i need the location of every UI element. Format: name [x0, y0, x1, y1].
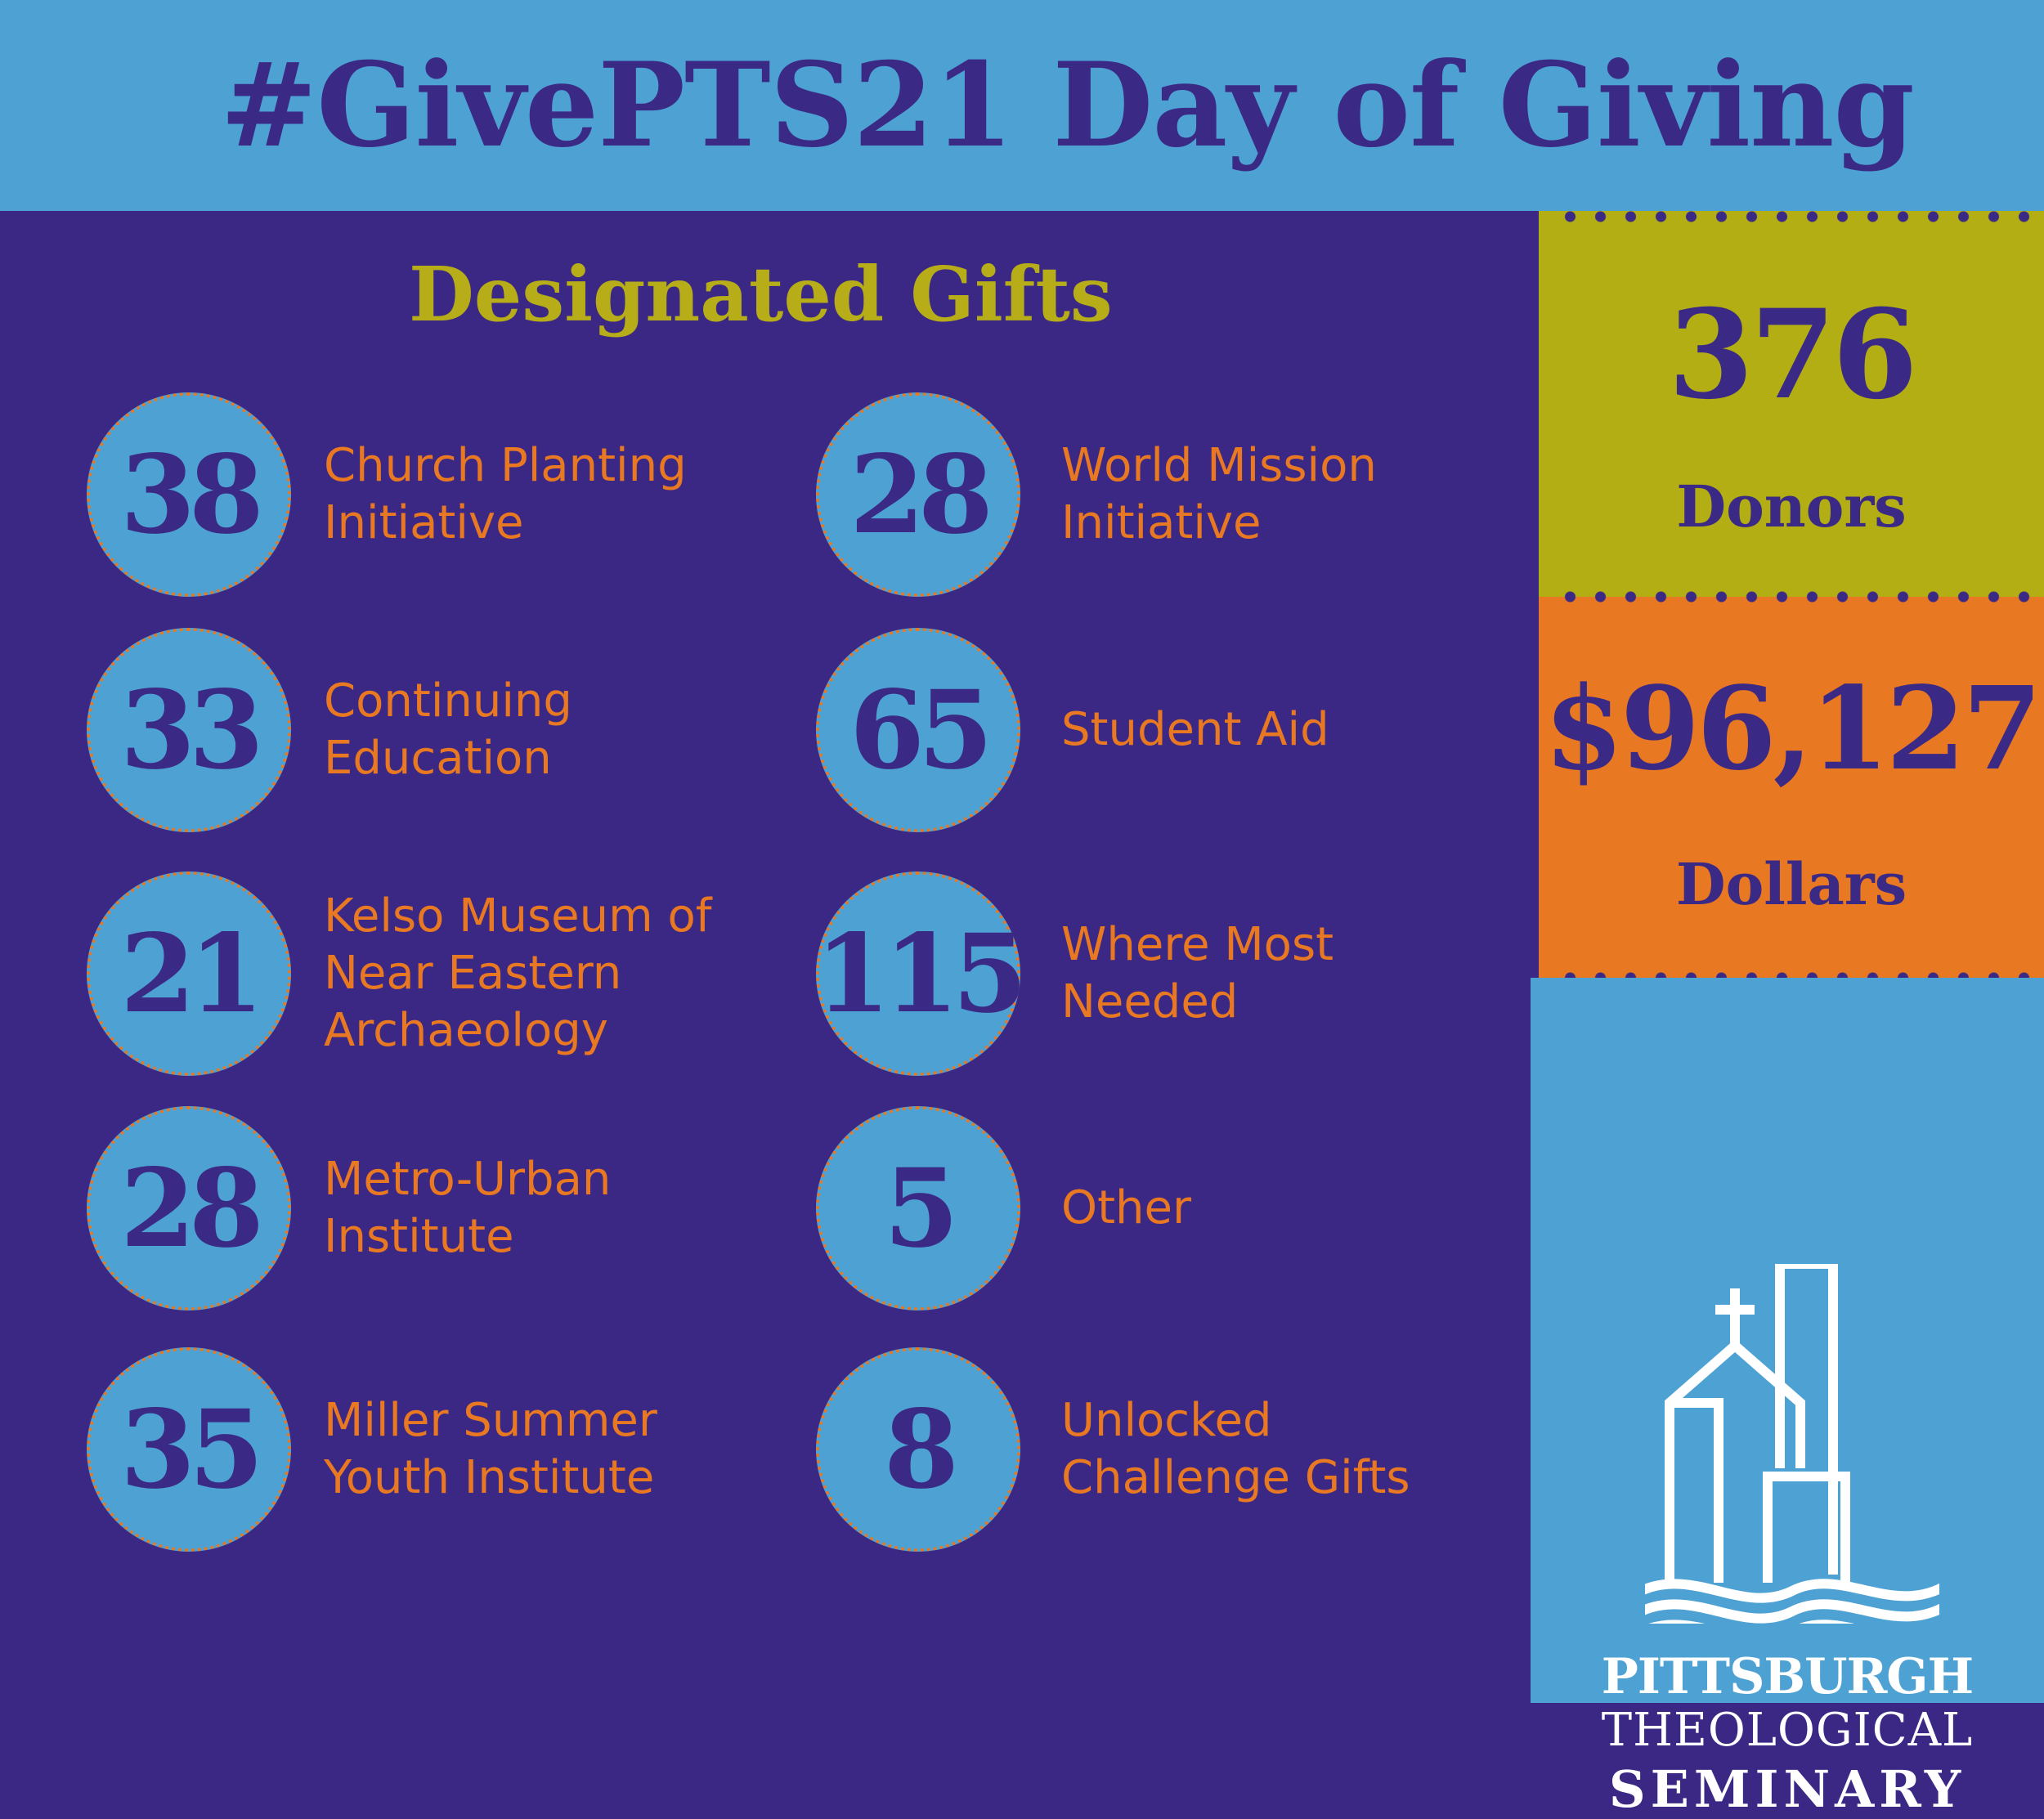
header-banner: #GivePTS21 Day of Giving: [0, 0, 2044, 211]
section-title: Designated Gifts: [409, 250, 1113, 338]
gift-item: 35 Miller Summer Youth Institute: [87, 1347, 806, 1560]
count-badge: 5: [816, 1106, 1020, 1310]
count-badge: 33: [87, 628, 291, 832]
gift-label: Church Planting Initiative: [324, 439, 687, 549]
gift-item: 38 Church Planting Initiative: [87, 392, 806, 605]
logo-line-theological: THEOLOGICAL: [1601, 1704, 1974, 1757]
gift-count: 38: [120, 431, 264, 558]
gift-count: 33: [120, 666, 264, 794]
donors-label: Donors: [1676, 473, 1907, 540]
dotted-divider: [1555, 591, 2044, 603]
gift-label: Student Aid: [1061, 703, 1329, 756]
gift-label: Where Most Needed: [1061, 918, 1334, 1028]
gift-label: Unlocked Challenge Gifts: [1061, 1394, 1410, 1504]
gift-item: 21 Kelso Museum of Near Eastern Archaeol…: [87, 871, 806, 1084]
count-badge: 65: [816, 628, 1020, 832]
gift-item: 8 Unlocked Challenge Gifts: [816, 1347, 1535, 1560]
logo-line-seminary: SEMINARY: [1608, 1759, 1966, 1819]
dollars-amount: $96,127: [1544, 662, 2042, 796]
dotted-divider: [1555, 211, 2044, 222]
count-badge: 115: [815, 871, 1028, 1076]
donors-stat: 376 Donors: [1539, 211, 2044, 597]
gift-item: 65 Student Aid: [816, 628, 1535, 840]
gift-item: 115 Where Most Needed: [815, 871, 1535, 1084]
gift-count: 35: [120, 1386, 264, 1513]
dollars-label: Dollars: [1675, 850, 1907, 918]
gift-label: Other: [1061, 1181, 1192, 1234]
designated-gifts-panel: Designated Gifts 38 Church Planting Init…: [0, 211, 1531, 1703]
stats-column: 376 Donors $96,127 Dollars: [1531, 211, 2044, 1819]
gift-item: 28 Metro-Urban Institute: [87, 1106, 806, 1319]
gift-label: Miller Summer Youth Institute: [324, 1394, 657, 1504]
gift-count: 21: [120, 910, 264, 1037]
gift-count: 115: [815, 910, 1028, 1037]
gift-item: 5 Other: [816, 1106, 1535, 1319]
gift-label: Continuing Education: [324, 674, 572, 785]
gift-label: Kelso Museum of Near Eastern Archaeology: [324, 889, 712, 1057]
gift-count: 8: [884, 1386, 959, 1513]
logo-line-pittsburgh: PITTSBURGH: [1601, 1648, 1975, 1705]
count-badge: 28: [87, 1106, 291, 1310]
count-badge: 28: [816, 392, 1020, 597]
gift-count: 5: [884, 1145, 959, 1272]
gift-count: 28: [849, 431, 993, 558]
seminary-logo-block: PITTSBURGH THEOLOGICAL SEMINARY: [1531, 978, 2044, 1819]
gift-count: 65: [849, 666, 993, 794]
gift-item: 28 World Mission Initiative: [816, 392, 1535, 605]
gift-item: 33 Continuing Education: [87, 628, 806, 840]
gift-label: Metro-Urban Institute: [324, 1153, 612, 1263]
dollars-stat: $96,127 Dollars: [1539, 591, 2044, 983]
count-badge: 8: [816, 1347, 1020, 1552]
count-badge: 21: [87, 871, 291, 1076]
count-badge: 38: [87, 392, 291, 597]
page-title: #GivePTS21 Day of Giving: [220, 38, 1915, 173]
donors-count: 376: [1668, 283, 1917, 427]
seminary-logo-icon: [1645, 1264, 1939, 1624]
gift-count: 28: [120, 1145, 264, 1272]
gift-label: World Mission Initiative: [1061, 439, 1377, 549]
count-badge: 35: [87, 1347, 291, 1552]
